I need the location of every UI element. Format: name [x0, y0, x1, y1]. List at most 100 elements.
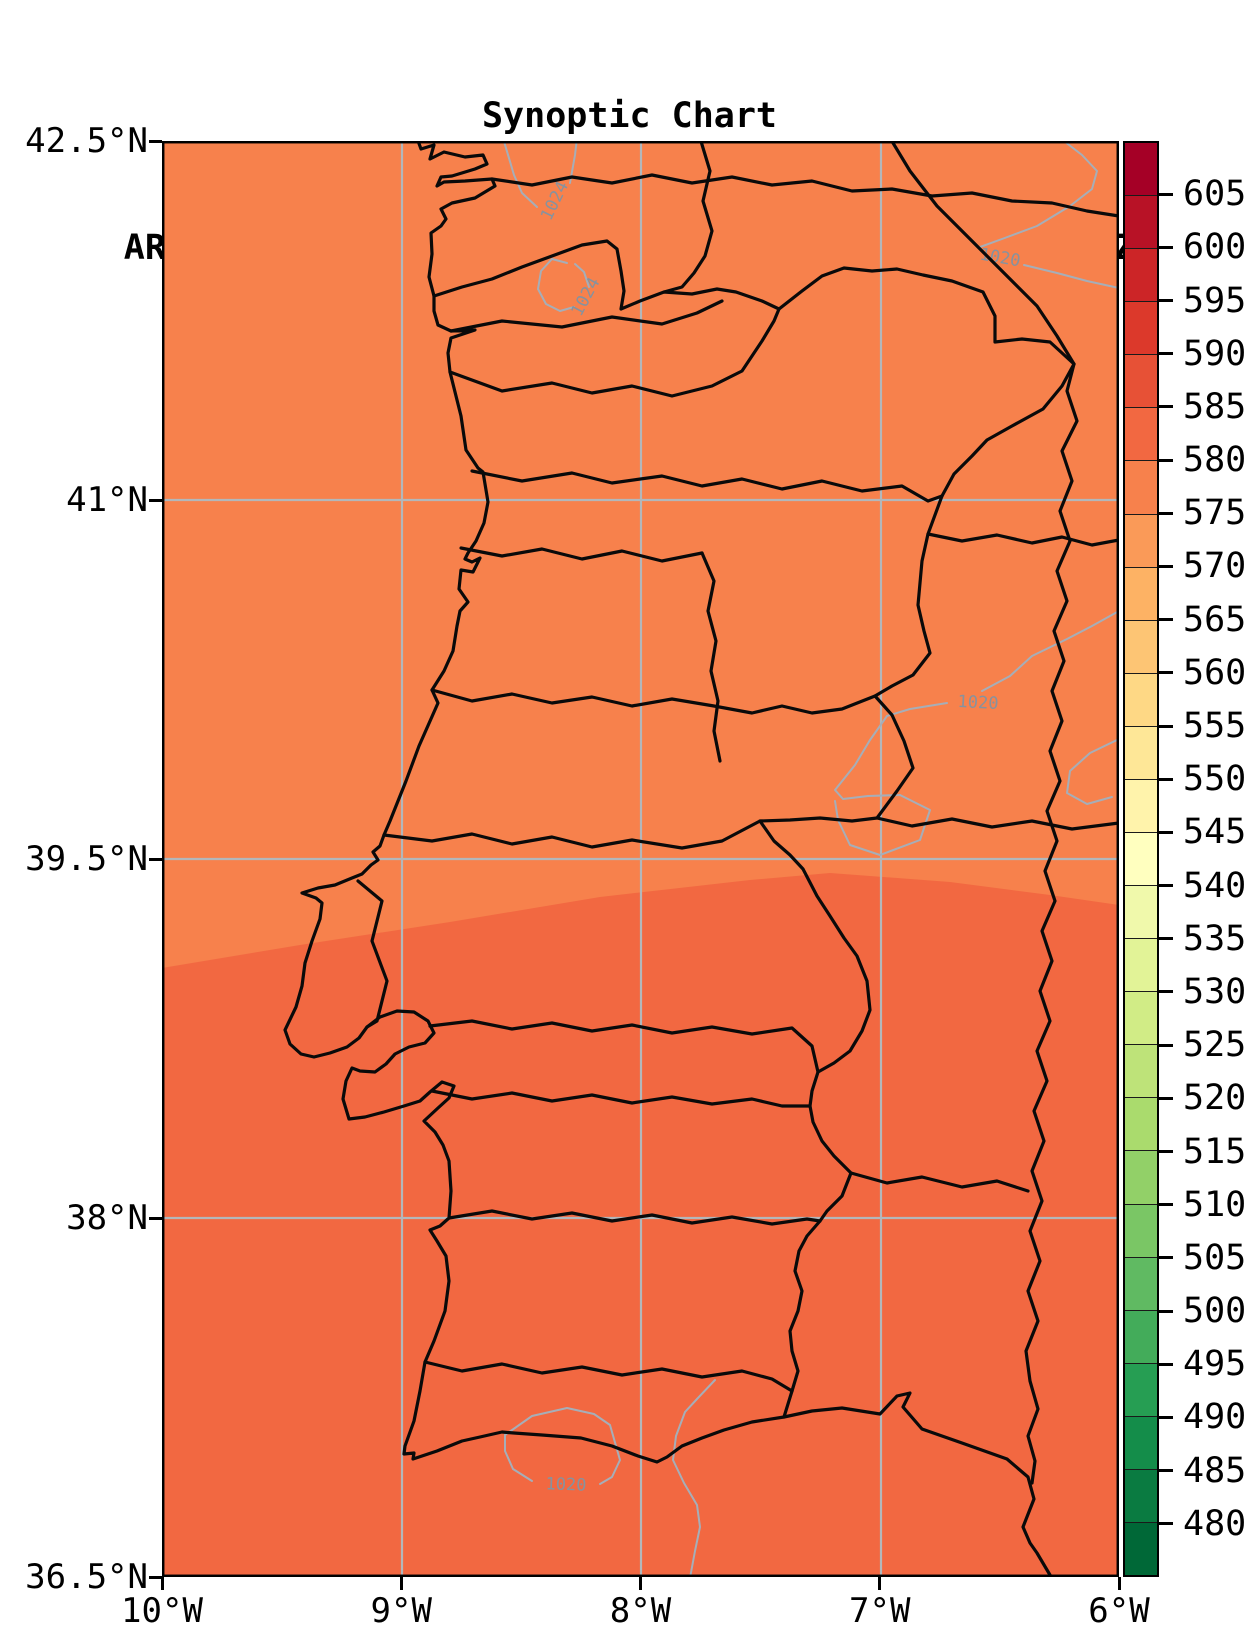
colorbar-segment [1125, 1362, 1157, 1416]
y-tick-mark [149, 1216, 162, 1220]
colorbar-tick-mark [1159, 618, 1173, 622]
colorbar-tick-label: 495 [1183, 1344, 1247, 1385]
plot-frame [162, 141, 1119, 1577]
colorbar-tick-label: 520 [1183, 1078, 1247, 1119]
colorbar-tick-label: 550 [1183, 759, 1247, 800]
colorbar-tick-label: 600 [1183, 227, 1247, 268]
colorbar-tick-mark [1159, 990, 1173, 994]
y-tick-label: 36.5°N [25, 1557, 148, 1597]
colorbar-tick-label: 480 [1183, 1503, 1247, 1544]
y-tick-mark [149, 498, 162, 502]
colorbar-tick-mark [1159, 1415, 1173, 1419]
colorbar-tick-mark [1159, 937, 1173, 941]
colorbar-segment [1125, 566, 1157, 620]
colorbar-tick-mark [1159, 1309, 1173, 1313]
colorbar-tick-mark [1159, 511, 1173, 515]
colorbar-tick-label: 555 [1183, 706, 1247, 747]
isobar-contours [502, 141, 1119, 1577]
colorbar-segment [1125, 301, 1157, 355]
colorbar-segment [1125, 1150, 1157, 1204]
colorbar-segment [1125, 619, 1157, 673]
colorbar-tick-label: 590 [1183, 333, 1247, 374]
colorbar-tick-label: 515 [1183, 1131, 1247, 1172]
colorbar-segment [1125, 1468, 1157, 1523]
colorbar-tick-label: 505 [1183, 1237, 1247, 1278]
x-tick-label: 6°W [1088, 1591, 1150, 1631]
colorbar-segment [1125, 407, 1157, 461]
colorbar-segment [1125, 991, 1157, 1045]
x-tick-label: 7°W [849, 1591, 911, 1631]
colorbar-tick-mark [1159, 352, 1173, 356]
colorbar-tick-mark [1159, 245, 1173, 249]
colorbar-segment [1125, 1415, 1157, 1469]
x-tick-label: 9°W [370, 1591, 432, 1631]
x-tick-mark [399, 1577, 403, 1590]
colorbar-segment [1125, 1097, 1157, 1151]
colorbar-tick-mark [1159, 884, 1173, 888]
colorbar-tick-mark [1159, 192, 1173, 196]
colorbar-segment [1125, 248, 1157, 302]
colorbar-tick-mark [1159, 1522, 1173, 1526]
y-tick-label: 38°N [66, 1198, 148, 1238]
colorbar-tick-label: 570 [1183, 546, 1247, 587]
colorbar-tick-mark [1159, 1256, 1173, 1260]
colorbar-segment [1125, 1522, 1157, 1576]
colorbar-tick-mark [1159, 564, 1173, 568]
colorbar-tick-label: 525 [1183, 1025, 1247, 1066]
colorbar-tick-label: 500 [1183, 1291, 1247, 1332]
y-tick-label: 42.5°N [25, 121, 148, 161]
colorbar-segment [1125, 1309, 1157, 1363]
y-tick-label: 39.5°N [25, 839, 148, 879]
colorbar-segment [1125, 354, 1157, 408]
colorbar-tick-mark [1159, 830, 1173, 834]
x-tick-mark [160, 1577, 164, 1590]
colorbar-segment [1125, 1256, 1157, 1310]
isobar-label-1020-e: 1020 [957, 692, 999, 714]
colorbar-tick-mark [1159, 299, 1173, 303]
colorbar-tick-label: 485 [1183, 1450, 1247, 1491]
x-tick-mark [639, 1577, 642, 1590]
y-tick-label: 41°N [66, 480, 148, 520]
colorbar-segment [1125, 778, 1157, 833]
colorbar-tick-label: 545 [1183, 812, 1247, 853]
map-plot-area: 1024 1024 1020 1020 1020 [162, 141, 1119, 1577]
coastline [283, 141, 1052, 1577]
colorbar-tick-label: 540 [1183, 865, 1247, 906]
map-svg: 1024 1024 1020 1020 1020 [162, 141, 1119, 1577]
x-tick-mark [1117, 1577, 1121, 1590]
colorbar-tick-label: 530 [1183, 971, 1247, 1012]
colorbar-tick-label: 535 [1183, 918, 1247, 959]
x-tick-label: 10°W [121, 1591, 203, 1631]
colorbar-segment [1125, 1044, 1157, 1098]
colorbar-tick-mark [1159, 1096, 1173, 1100]
x-tick-label: 8°W [609, 1591, 672, 1631]
colorbar-segment [1125, 885, 1157, 939]
colorbar-segment [1125, 938, 1157, 992]
colorbar-tick-label: 565 [1183, 599, 1247, 640]
colorbar-tick-label: 490 [1183, 1397, 1247, 1438]
colorbar-tick-label: 595 [1183, 280, 1247, 321]
border-portugal-spain [432, 239, 1076, 1419]
colorbar-tick-mark [1159, 671, 1173, 675]
colorbar-tick-mark [1159, 405, 1173, 409]
isobar-label-1020-s: 1020 [545, 1474, 587, 1495]
colorbar-tick-mark [1159, 1362, 1173, 1366]
colorbar-segment [1125, 1203, 1157, 1257]
colorbar-tick-mark [1159, 458, 1173, 462]
colorbar-tick-mark [1159, 1043, 1173, 1047]
chart-title: Synoptic Chart [481, 96, 777, 136]
colorbar-tick-label: 560 [1183, 652, 1247, 693]
colorbar-tick-mark [1159, 1150, 1173, 1154]
colorbar-segment [1125, 725, 1157, 779]
x-tick-mark [878, 1577, 882, 1590]
y-tick-mark [149, 139, 162, 143]
colorbar-tick-mark [1159, 1469, 1173, 1473]
colorbar-segment [1125, 195, 1157, 249]
colorbar-segment [1125, 672, 1157, 726]
colorbar-segment [1125, 513, 1157, 567]
y-tick-mark [149, 857, 162, 861]
colorbar-tick-mark [1159, 777, 1173, 781]
colorbar-tick-mark [1159, 1203, 1173, 1207]
colorbar-tick-label: 605 [1183, 174, 1247, 215]
colorbar-tick-label: 585 [1183, 386, 1247, 427]
